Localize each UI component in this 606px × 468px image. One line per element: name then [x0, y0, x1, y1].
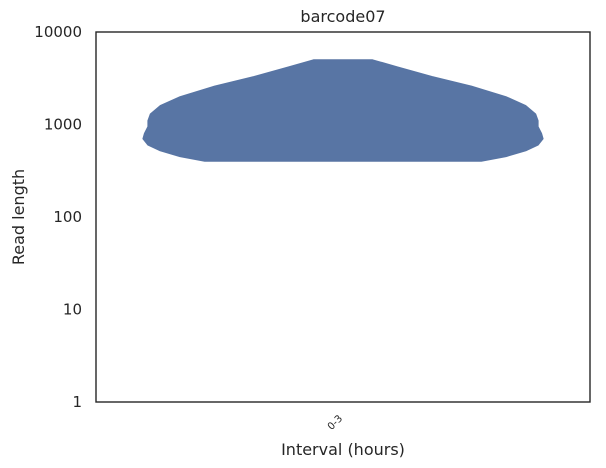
y-tick-label: 10000 [34, 23, 82, 41]
violin-0-3 [142, 59, 544, 162]
y-axis-ticks: 1 10 100 1000 10000 [34, 23, 82, 411]
y-tick-label: 1000 [44, 116, 82, 134]
y-tick-label: 1 [72, 393, 82, 411]
violin-layer [142, 59, 544, 162]
x-axis-ticks: 0-3 [326, 413, 345, 432]
plot-frame [95, 31, 591, 403]
y-axis-title: Read length [9, 169, 28, 265]
y-tick-label: 100 [53, 208, 82, 226]
y-tick-label: 10 [63, 301, 82, 319]
x-tick-label: 0-3 [326, 413, 345, 432]
x-axis-title: Interval (hours) [281, 440, 405, 459]
chart-title: barcode07 [300, 7, 385, 26]
